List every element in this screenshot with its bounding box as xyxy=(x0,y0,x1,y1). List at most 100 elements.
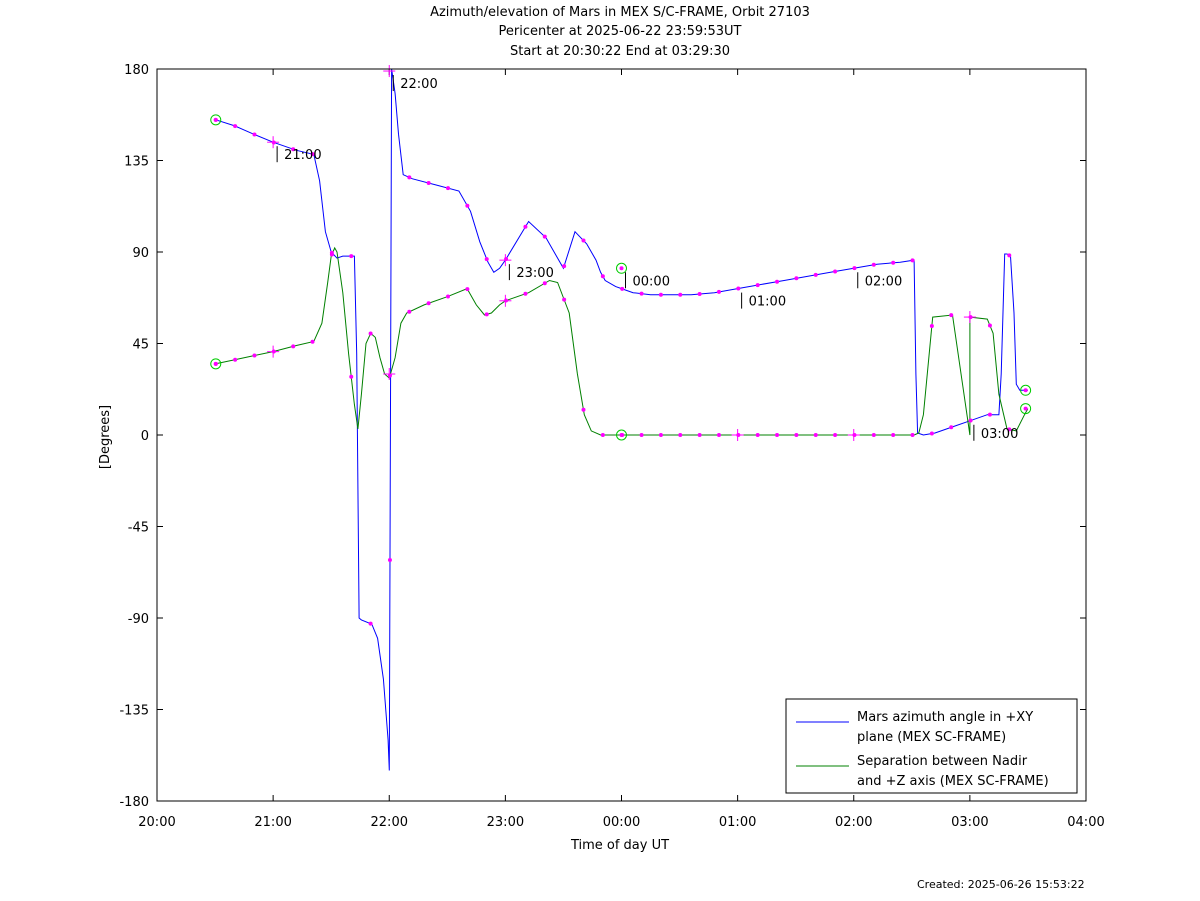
separation-sample-point xyxy=(368,331,373,336)
azimuth-sample-point xyxy=(349,254,354,259)
endpoint-center-dot xyxy=(213,117,218,122)
time-marker-label: 00:00 xyxy=(633,274,670,289)
separation-sample-point xyxy=(446,294,451,299)
created-timestamp: Created: 2025-06-26 15:53:22 xyxy=(917,878,1085,891)
time-marker-label: 23:00 xyxy=(516,266,553,281)
azimuth-sample-point xyxy=(794,276,799,281)
time-marker-label: 01:00 xyxy=(749,295,786,310)
separation-sample-point xyxy=(562,297,567,302)
endpoint-center-dot xyxy=(1023,388,1028,393)
azimuth-sample-point xyxy=(252,132,257,137)
endpoint-circle-marker xyxy=(616,262,627,274)
separation-sample-point xyxy=(987,323,992,328)
azimuth-sample-point xyxy=(775,279,780,284)
azimuth-sample-point xyxy=(310,152,315,157)
endpoint-center-dot xyxy=(619,266,624,271)
x-tick-label: 04:00 xyxy=(1067,815,1104,830)
azimuth-sample-point xyxy=(639,291,644,296)
series-line-azimuth xyxy=(215,68,1028,771)
separation-sample-point xyxy=(949,313,954,318)
separation-sample-point xyxy=(658,433,663,437)
azimuth-sample-point xyxy=(1007,253,1012,258)
azimuth-sample-point xyxy=(368,621,373,626)
separation-sample-point xyxy=(329,252,334,257)
azimuth-sample-point xyxy=(233,124,238,129)
separation-sample-point xyxy=(310,339,315,344)
azimuth-sample-point xyxy=(291,147,296,152)
separation-sample-point xyxy=(755,433,760,437)
azimuth-sample-point xyxy=(697,291,702,296)
separation-sample-point xyxy=(929,324,934,329)
azimuth-sample-point xyxy=(658,292,663,297)
time-marker-label: 02:00 xyxy=(865,274,902,289)
series-line-separation xyxy=(215,246,1029,436)
separation-sample-point xyxy=(484,312,489,317)
legend-label-azimuth-2: plane (MEX SC-FRAME) xyxy=(857,730,1006,745)
x-axis-label: Time of day UT xyxy=(570,838,669,853)
azimuth-sample-point xyxy=(949,425,954,430)
separation-sample-point xyxy=(775,433,780,437)
endpoint-center-dot xyxy=(213,361,218,366)
azimuth-sample-point xyxy=(523,224,528,229)
x-tick-label: 00:00 xyxy=(603,815,640,830)
chart-subtitle-range: Start at 20:30:22 End at 03:29:30 xyxy=(509,44,731,59)
y-tick-label: -90 xyxy=(128,612,149,627)
azimuth-sample-point xyxy=(852,266,857,271)
x-tick-label: 21:00 xyxy=(254,815,291,830)
azimuth-sample-point xyxy=(407,175,412,180)
azimuth-sample-point xyxy=(871,262,876,267)
x-tick-label: 20:00 xyxy=(138,815,175,830)
time-marker-label: 21:00 xyxy=(284,148,321,163)
legend-label-separation-2: and +Z axis (MEX SC-FRAME) xyxy=(857,774,1049,789)
separation-sample-point xyxy=(581,407,586,412)
legend: Mars azimuth angle in +XY plane (MEX SC-… xyxy=(785,698,1078,794)
azimuth-sample-point xyxy=(987,412,992,417)
azimuth-sample-point xyxy=(678,292,683,297)
azimuth-sample-point xyxy=(620,286,625,291)
separation-sample-point xyxy=(813,433,818,437)
x-tick-label: 03:00 xyxy=(951,815,988,830)
azimuth-sample-point xyxy=(929,431,934,436)
separation-sample-point xyxy=(871,433,876,437)
separation-sample-point xyxy=(465,287,470,292)
endpoint-circle-marker xyxy=(210,358,222,370)
azimuth-sample-point xyxy=(968,418,973,423)
separation-sample-point xyxy=(252,353,257,358)
azimuth-sample-point xyxy=(426,181,431,186)
legend-label-separation-1: Separation between Nadir xyxy=(857,754,1028,769)
x-tick-label: 01:00 xyxy=(719,815,756,830)
azimuth-sample-point xyxy=(562,264,567,269)
azimuth-sample-point xyxy=(813,272,818,277)
separation-sample-point xyxy=(1007,427,1012,432)
endpoint-circle-marker xyxy=(210,114,222,126)
y-tick-label: 0 xyxy=(141,429,149,444)
x-tick-label: 02:00 xyxy=(835,815,872,830)
separation-sample-point xyxy=(639,433,644,437)
separation-sample-point xyxy=(891,433,896,437)
x-tick-label: 23:00 xyxy=(487,815,524,830)
azimuth-sample-point xyxy=(736,286,741,291)
y-tick-label: 90 xyxy=(132,246,149,261)
y-tick-label: 45 xyxy=(132,338,149,353)
chart-title: Azimuth/elevation of Mars in MEX S/C-FRA… xyxy=(430,5,810,20)
separation-sample-point xyxy=(910,433,915,437)
azimuth-sample-point xyxy=(891,260,896,265)
y-axis-label: [Degrees] xyxy=(98,405,113,469)
separation-sample-point xyxy=(542,281,547,286)
azimuth-sample-point xyxy=(484,257,489,262)
legend-label-azimuth-1: Mars azimuth angle in +XY xyxy=(857,710,1033,725)
separation-sample-point xyxy=(349,374,354,379)
y-tick-label: -135 xyxy=(119,704,149,719)
time-marker-label: 22:00 xyxy=(400,77,437,92)
endpoint-circle-marker xyxy=(1020,384,1032,396)
x-tick-label: 22:00 xyxy=(371,815,408,830)
separation-sample-point xyxy=(233,357,238,362)
y-tick-label: 180 xyxy=(124,63,149,78)
separation-sample-point xyxy=(697,433,702,437)
separation-sample-point xyxy=(407,309,412,314)
azimuth-sample-point xyxy=(910,258,915,263)
endpoint-circle-marker xyxy=(616,429,627,441)
endpoint-center-dot xyxy=(1023,406,1028,411)
separation-sample-point xyxy=(678,433,683,437)
